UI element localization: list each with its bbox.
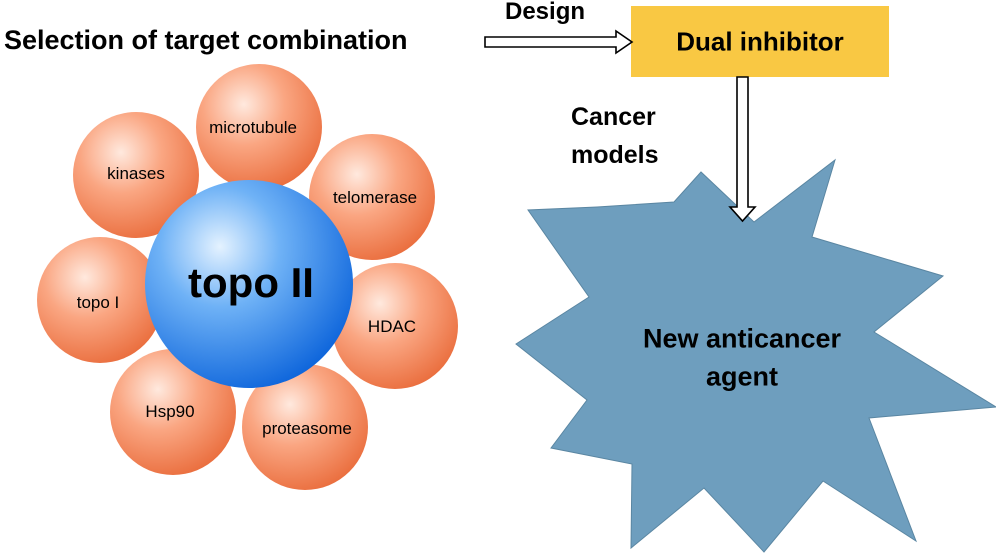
center-target-circle [145, 180, 353, 388]
target-label-hsp90: Hsp90 [145, 402, 195, 421]
target-label-proteasome: proteasome [262, 419, 352, 438]
design-label: Design [505, 0, 586, 25]
heading: Selection of target combination [4, 25, 408, 55]
target-label-kinases: kinases [107, 164, 165, 183]
target-circle-telomerase [309, 134, 435, 260]
target-label-telomerase: telomerase [332, 188, 418, 207]
target-circle-hdac [332, 263, 458, 389]
target-circle-hsp90 [110, 349, 236, 475]
new-agent-star [515, 158, 996, 553]
target-label-microtubule: microtubule [209, 118, 297, 137]
target-label-hdac: HDAC [367, 317, 417, 336]
dual-inhibitor-box [631, 6, 889, 77]
target-label-topo-i: topo I [76, 293, 120, 312]
target-circle-microtubule [196, 64, 322, 190]
target-circle-topo-i [37, 237, 163, 363]
center-target-label: topo II [188, 259, 314, 306]
design-arrow [484, 29, 634, 55]
target-circle-kinases [73, 112, 199, 238]
target-circle-proteasome [242, 364, 368, 490]
cancer-models-label-line1: Cancer [571, 103, 656, 131]
new-agent-label-line1: New anticancer [642, 323, 842, 354]
cancer-models-arrow [728, 76, 757, 223]
dual-inhibitor-label: Dual inhibitor [676, 26, 844, 57]
new-agent-label-line2: agent [705, 361, 779, 392]
cancer-models-label-line2: models [571, 141, 659, 169]
